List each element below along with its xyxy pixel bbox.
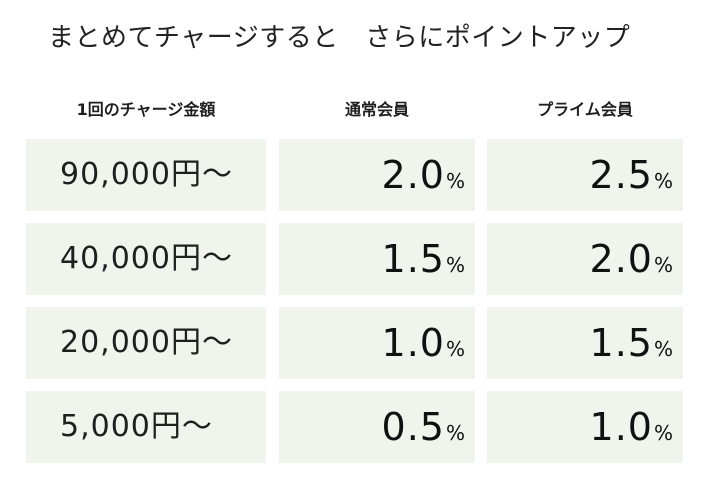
charge-amount-cell: 90,000円～ xyxy=(26,139,266,211)
percent-sign: % xyxy=(445,253,465,277)
percent-sign: % xyxy=(445,421,465,445)
prime-rate-cell: 1.0% xyxy=(487,391,683,463)
column-header-charge-amount: 1回のチャージ金額 xyxy=(76,100,216,119)
percent-sign: % xyxy=(653,421,673,445)
charge-amount-cell: 5,000円～ xyxy=(26,391,266,463)
charge-amount-cell: 20,000円～ xyxy=(26,307,266,379)
prime-rate-cell: 2.5% xyxy=(487,139,683,211)
percent-sign: % xyxy=(653,337,673,361)
table-row: 20,000円～ 1.0% 1.5% xyxy=(0,307,720,379)
column-header-prime-member: プライム会員 xyxy=(537,100,633,119)
regular-rate-value: 1.5 xyxy=(381,237,445,281)
prime-rate-cell: 1.5% xyxy=(487,307,683,379)
percent-sign: % xyxy=(445,337,465,361)
table-row: 90,000円～ 2.0% 2.5% xyxy=(0,139,720,211)
column-header-regular-member: 通常会員 xyxy=(344,100,409,119)
percent-sign: % xyxy=(653,253,673,277)
regular-rate-value: 2.0 xyxy=(381,153,445,197)
percent-sign: % xyxy=(653,169,673,193)
percent-sign: % xyxy=(445,169,465,193)
table-row: 40,000円～ 1.5% 2.0% xyxy=(0,223,720,295)
regular-rate-value: 0.5 xyxy=(381,405,445,449)
prime-rate-value: 2.0 xyxy=(589,237,653,281)
regular-rate-cell: 1.5% xyxy=(279,223,475,295)
regular-rate-cell: 1.0% xyxy=(279,307,475,379)
prime-rate-cell: 2.0% xyxy=(487,223,683,295)
regular-rate-cell: 0.5% xyxy=(279,391,475,463)
prime-rate-value: 1.5 xyxy=(589,321,653,365)
regular-rate-value: 1.0 xyxy=(381,321,445,365)
prime-rate-value: 1.0 xyxy=(589,405,653,449)
page-title: まとめてチャージすると さらにポイントアップ xyxy=(48,23,631,53)
prime-rate-value: 2.5 xyxy=(589,153,653,197)
table-row: 5,000円～ 0.5% 1.0% xyxy=(0,391,720,463)
charge-amount-cell: 40,000円～ xyxy=(26,223,266,295)
regular-rate-cell: 2.0% xyxy=(279,139,475,211)
